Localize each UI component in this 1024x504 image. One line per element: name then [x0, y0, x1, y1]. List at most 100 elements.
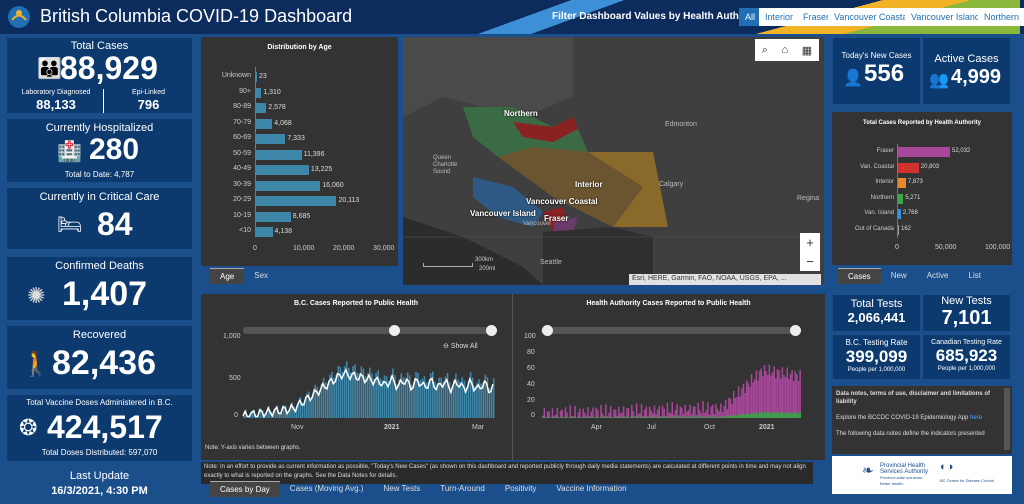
age-bar-value: 16,060 — [322, 181, 344, 189]
ha-day-bar — [728, 397, 730, 418]
bc-range-slider[interactable] — [243, 327, 495, 334]
ha-day-bar — [679, 406, 682, 418]
phsa-logo-icon: ❧ — [862, 462, 874, 478]
epi-app-link[interactable]: here — [970, 415, 983, 421]
tab-cases-moving-avg[interactable]: Cases (Moving Avg.) — [289, 484, 364, 493]
tab-new-tests[interactable]: New Tests — [383, 484, 421, 493]
ha-day-bar — [686, 411, 688, 418]
ha-slider-handle-right[interactable] — [790, 325, 801, 336]
ha-day-bar-secondary — [702, 415, 704, 418]
bc-day-bar — [369, 367, 371, 418]
scrollbar[interactable] — [1004, 388, 1010, 450]
tab-list[interactable]: List — [968, 271, 981, 280]
bc-ytick: 1,000 — [223, 333, 241, 340]
home-icon[interactable]: ⌂ — [781, 44, 789, 56]
bc-day-bar — [350, 372, 352, 418]
bc-day-bar — [469, 372, 472, 418]
ha-day-bar — [571, 415, 573, 418]
ha-day-bar-secondary — [724, 415, 727, 418]
ha-ytick: 40 — [527, 381, 535, 388]
ha-day-bar — [656, 409, 659, 418]
ha-bar[interactable] — [898, 178, 906, 188]
tab-new[interactable]: New — [890, 271, 907, 280]
ha-bar-value: 5,271 — [905, 194, 921, 201]
ha-day-bar — [671, 402, 673, 418]
critical-care-panel: Currently in Critical Care 🛏 84 — [6, 187, 193, 250]
filter-northern-button[interactable]: Northern — [978, 8, 1024, 26]
bc-day-bar — [356, 372, 358, 418]
bc-day-bar — [371, 373, 373, 418]
ha-bar-value: 20,803 — [920, 163, 940, 170]
ha-day-bar-secondary — [614, 416, 617, 418]
tab-sex[interactable]: Sex — [254, 271, 269, 280]
ha-day-bar-secondary — [765, 412, 767, 418]
bc-slider-handle-right[interactable] — [486, 325, 497, 336]
filter-vancouver-coastal-button[interactable]: Vancouver Coastal — [828, 8, 916, 26]
age-bar[interactable] — [256, 87, 262, 98]
tab-vaccine-information[interactable]: Vaccine Information — [556, 484, 627, 493]
age-bar[interactable] — [256, 227, 273, 237]
ha-day-bar-secondary — [792, 413, 795, 418]
ha-chart-title: Total Cases Reported by Health Authority — [862, 120, 982, 126]
ha-day-bar-secondary — [635, 416, 638, 418]
age-bar[interactable] — [256, 165, 309, 175]
active-cases-panel: Active Cases 👥 4,999 — [922, 37, 1011, 105]
map-panel[interactable]: ⌕ ⌂ ▦ + − Northern Interior Vancouver Co… — [403, 37, 824, 285]
filter-interior-button[interactable]: Interior — [759, 8, 800, 26]
ha-day-bar — [647, 415, 649, 418]
ha-day-bar — [631, 404, 633, 418]
ha-xtick: Jul — [647, 424, 656, 431]
ca-rate-value: 685,923 — [935, 346, 998, 365]
age-bar[interactable] — [256, 103, 267, 113]
ha-day-bar-secondary — [742, 413, 745, 418]
ha-bar[interactable] — [898, 193, 904, 204]
ha-day-bar-secondary — [650, 417, 652, 418]
walking-person-icon: 🚶 — [21, 351, 51, 378]
zoom-out-button[interactable]: − — [806, 254, 814, 269]
age-bar[interactable] — [256, 149, 302, 160]
people-icon: 👪 — [37, 58, 62, 80]
ha-ytick: 20 — [527, 397, 535, 404]
tab-active[interactable]: Active — [926, 271, 949, 280]
qr-icon[interactable]: ▦ — [801, 44, 813, 57]
ha-bar-value: 52,032 — [952, 148, 971, 154]
age-bar[interactable] — [256, 180, 321, 191]
age-bar[interactable] — [256, 211, 291, 222]
age-bar-value: 1,310 — [263, 88, 281, 96]
ha-bar[interactable] — [898, 224, 899, 235]
zoom-in-button[interactable]: + — [806, 235, 814, 250]
filter-all-button[interactable]: All — [739, 8, 762, 26]
tab-cases[interactable]: Cases — [838, 268, 881, 284]
filter-fraser-button[interactable]: Fraser — [797, 8, 836, 26]
bccdc-logo-text: BC Centre for Disease Control — [940, 478, 995, 483]
ha-day-bar-secondary — [728, 415, 730, 418]
age-bar[interactable] — [256, 118, 273, 129]
data-notes-panel[interactable]: Data notes, terms of use, disclaimer and… — [832, 386, 1012, 454]
age-bar[interactable] — [256, 134, 286, 144]
ha-range-slider[interactable] — [541, 327, 797, 334]
ha-bar[interactable] — [898, 209, 901, 219]
bc-day-bar — [348, 367, 350, 418]
filter-vancouver-island-button[interactable]: Vancouver Island — [905, 8, 986, 26]
ha-axis-line — [897, 144, 898, 238]
ha-day-bar — [564, 407, 567, 418]
tab-cases-by-day[interactable]: Cases by Day — [210, 481, 280, 497]
ha-day-bar-secondary — [671, 416, 673, 418]
tab-positivity[interactable]: Positivity — [504, 484, 537, 493]
ha-day-bar-secondary — [794, 412, 797, 418]
tab-age[interactable]: Age — [210, 268, 245, 284]
ha-day-bar — [676, 404, 678, 418]
search-icon[interactable]: ⌕ — [761, 43, 768, 56]
ha-day-bar-secondary — [609, 416, 612, 418]
ha-bar[interactable] — [898, 147, 951, 157]
bc-slider-handle-left[interactable] — [389, 325, 400, 336]
show-all-button[interactable]: ⊖ Show All — [443, 343, 478, 350]
age-bar[interactable] — [256, 72, 257, 82]
ha-day-bar-secondary — [639, 417, 641, 418]
tab-turn-around[interactable]: Turn-Around — [440, 484, 485, 493]
recovered-value: 82,436 — [52, 344, 156, 382]
age-bar[interactable] — [256, 196, 337, 206]
ha-slider-handle-left[interactable] — [542, 325, 553, 336]
ha-day-bar — [587, 406, 589, 418]
ha-bar[interactable] — [898, 162, 919, 173]
